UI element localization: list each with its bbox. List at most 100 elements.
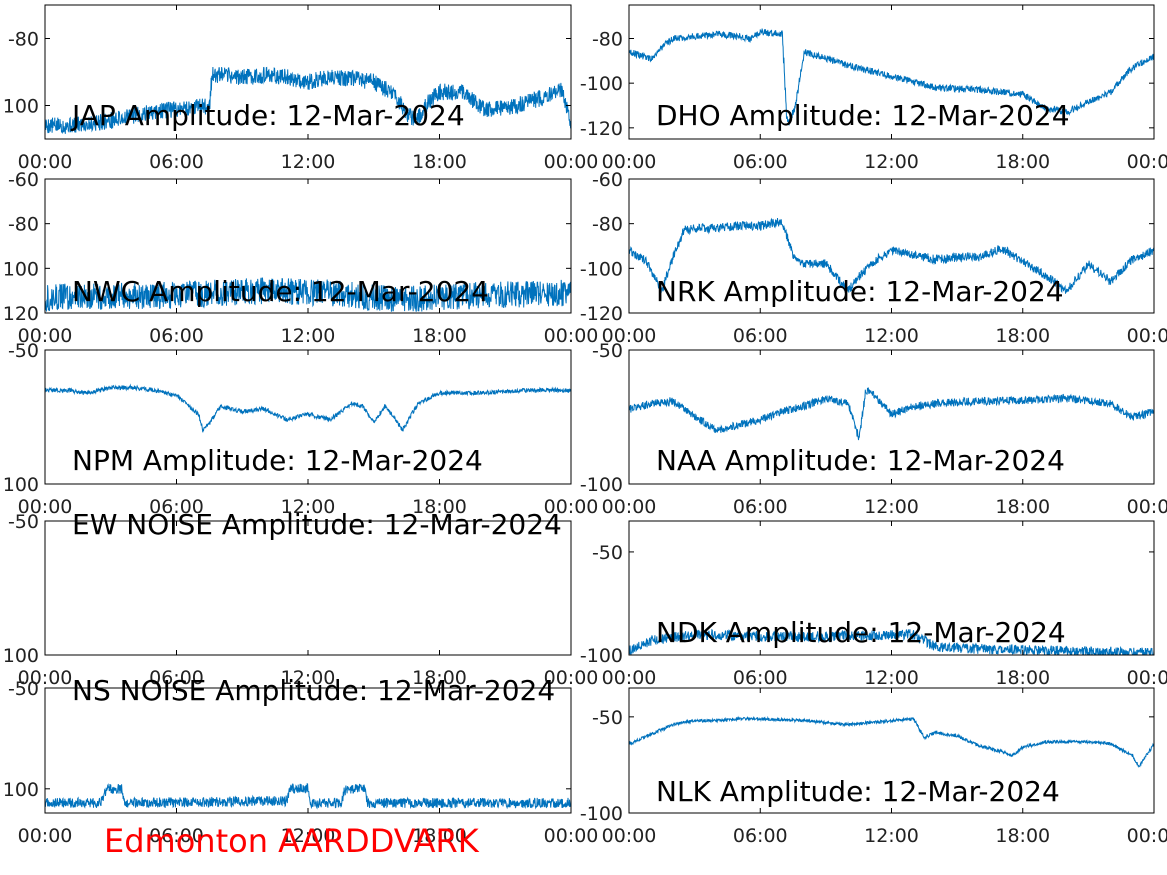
y-tick-label: -60 [592, 169, 623, 191]
panel-0: 00:00 06:00 12:00 18:00 00:00 -80 100 JAP Ampli… [3, 4, 599, 173]
panel-title: NAA Amplitude: 12-Mar-2024 [656, 444, 1065, 477]
y-tick-label: 100 [3, 645, 39, 667]
x-tick-label: 06:00 [733, 325, 788, 347]
y-tick-label: -100 [580, 645, 623, 667]
x-tick-label: 12:00 [281, 825, 336, 847]
y-tick-label: 100 [3, 779, 39, 801]
x-tick-label: 00:00 [544, 667, 599, 689]
panel-title: NLK Amplitude: 12-Mar-2024 [656, 775, 1060, 808]
x-tick-label: 12:00 [864, 151, 919, 173]
x-tick-label: 00:00 [1127, 825, 1167, 847]
x-tick-label: 00:00 [1127, 325, 1167, 347]
y-tick-label: -120 [580, 303, 623, 325]
panel-7: 00:00 06:00 12:00 18:00 00:00 -50 -100 NDK Ampl… [580, 520, 1167, 689]
series-line [45, 783, 571, 810]
y-tick-label: -120 [580, 118, 623, 140]
y-tick-label: -80 [8, 29, 39, 51]
panel-title: EW NOISE Amplitude: 12-Mar-2024 [72, 508, 562, 541]
x-tick-label: 00:00 [18, 667, 73, 689]
y-tick-label: 100 [3, 474, 39, 496]
x-tick-label: 00:00 [18, 151, 73, 173]
x-tick-label: 12:00 [281, 151, 336, 173]
series-line [45, 383, 571, 433]
y-tick-label: -100 [580, 73, 623, 95]
y-tick-label: 100 [3, 258, 39, 280]
y-tick-label: -60 [8, 169, 39, 191]
series-line [45, 277, 571, 313]
panel-1: 00:00 06:00 12:00 18:00 00:00 -80 -100 -120 DHO … [580, 4, 1167, 173]
x-tick-label: 00:00 [602, 151, 657, 173]
series-line [629, 28, 1154, 126]
station-label: Edmonton AARDDVARK [104, 822, 479, 860]
x-tick-label: 06:00 [733, 496, 788, 518]
x-tick-label: 00:00 [544, 496, 599, 518]
x-tick-label: 06:00 [733, 151, 788, 173]
x-tick-label: 18:00 [412, 667, 467, 689]
panel-title: DHO Amplitude: 12-Mar-2024 [656, 99, 1070, 132]
x-tick-label: 00:00 [18, 325, 73, 347]
x-tick-label: 00:00 [602, 325, 657, 347]
x-tick-label: 00:00 [602, 667, 657, 689]
y-tick-label: -100 [580, 803, 623, 825]
y-tick-label: -50 [592, 542, 623, 564]
panel-2: 00:00 06:00 12:00 18:00 00:00 -60 -80 100 120 NWC… [3, 169, 599, 347]
x-tick-label: 06:00 [149, 825, 204, 847]
y-tick-label: -100 [580, 474, 623, 496]
x-tick-label: 18:00 [995, 151, 1050, 173]
y-tick-label: 100 [3, 96, 39, 118]
x-tick-label: 06:00 [149, 151, 204, 173]
panel-title: NS NOISE Amplitude: 12-Mar-2024 [72, 674, 555, 707]
panel-8: 00:00 06:00 12:00 18:00 00:00 -50 100 NS NOISE … [3, 674, 599, 847]
panel-9: 00:00 06:00 12:00 18:00 00:00 -50 -100 NLK Ampl… [580, 687, 1167, 847]
y-tick-label: -80 [592, 214, 623, 236]
x-tick-label: 18:00 [995, 825, 1050, 847]
x-tick-label: 06:00 [149, 496, 204, 518]
x-tick-label: 12:00 [864, 325, 919, 347]
x-tick-label: 18:00 [412, 496, 467, 518]
x-tick-label: 00:00 [1127, 496, 1167, 518]
y-tick-label: -50 [8, 678, 39, 700]
series-line [45, 66, 571, 135]
x-tick-label: 12:00 [281, 667, 336, 689]
x-tick-label: 00:00 [544, 325, 599, 347]
panel-3: 00:00 06:00 12:00 18:00 00:00 -60 -80 -100 -120 N… [580, 169, 1167, 347]
x-tick-label: 00:00 [602, 825, 657, 847]
series-line [629, 628, 1154, 655]
x-tick-label: 06:00 [149, 667, 204, 689]
x-tick-label: 12:00 [864, 667, 919, 689]
x-tick-label: 18:00 [995, 325, 1050, 347]
x-tick-label: 18:00 [995, 667, 1050, 689]
x-tick-label: 00:00 [1127, 151, 1167, 173]
panel-title: NWC Amplitude: 12-Mar-2024 [72, 275, 489, 308]
x-tick-label: 06:00 [149, 325, 204, 347]
axes-box [44, 520, 572, 656]
panel-5: 00:00 06:00 12:00 18:00 00:00 -50 -100 NAA Ampl… [580, 340, 1167, 518]
x-tick-label: 00:00 [18, 496, 73, 518]
y-tick-label: -100 [580, 258, 623, 280]
panel-title: JAP Amplitude: 12-Mar-2024 [70, 99, 465, 132]
x-tick-label: 12:00 [864, 825, 919, 847]
y-tick-label: -50 [592, 707, 623, 729]
series-line [629, 715, 1154, 768]
panel-title: NDK Amplitude: 12-Mar-2024 [656, 616, 1066, 649]
x-tick-label: 00:00 [1127, 667, 1167, 689]
x-tick-label: 00:00 [544, 151, 599, 173]
y-tick-label: -80 [8, 214, 39, 236]
x-tick-label: 12:00 [281, 325, 336, 347]
x-tick-label: 18:00 [412, 325, 467, 347]
y-tick-label: -50 [8, 340, 39, 362]
x-tick-label: 00:00 [18, 825, 73, 847]
panel-title: NPM Amplitude: 12-Mar-2024 [72, 444, 483, 477]
y-tick-label: -50 [592, 340, 623, 362]
series-line [629, 217, 1154, 294]
x-tick-label: 06:00 [733, 667, 788, 689]
y-tick-label: 120 [3, 303, 39, 325]
series-line [629, 387, 1154, 441]
x-tick-label: 00:00 [544, 825, 599, 847]
x-tick-label: 18:00 [412, 151, 467, 173]
x-tick-label: 18:00 [995, 496, 1050, 518]
x-tick-label: 12:00 [864, 496, 919, 518]
panel-title: NRK Amplitude: 12-Mar-2024 [656, 275, 1064, 308]
y-tick-label: -80 [592, 29, 623, 51]
